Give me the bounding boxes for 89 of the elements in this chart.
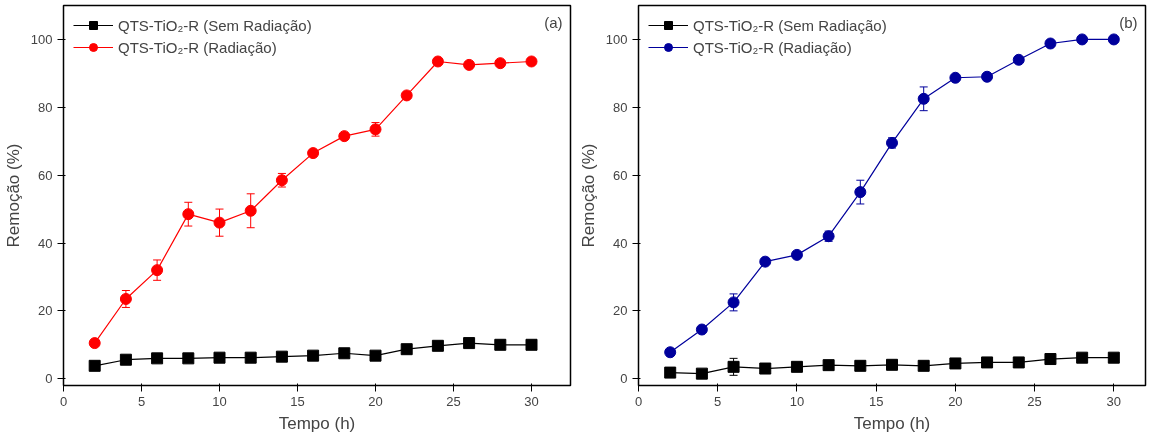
y-tick-label: 40	[38, 235, 53, 251]
y-axis-title: Remoção (%)	[3, 143, 23, 248]
x-tick-label: 10	[212, 393, 227, 409]
point	[307, 147, 320, 160]
point	[119, 353, 132, 366]
y-tick-label: 80	[38, 99, 53, 115]
y-tick-label: 40	[613, 235, 628, 251]
y-tick-label: 80	[613, 99, 628, 115]
point	[525, 55, 538, 68]
point	[886, 358, 898, 371]
point	[244, 351, 257, 364]
point	[307, 349, 320, 362]
point	[431, 55, 444, 68]
legend-label: QTS-TiO₂-R (Sem Radiação)	[693, 16, 887, 34]
y-tick-label: 100	[30, 31, 53, 47]
point	[664, 366, 677, 379]
point	[244, 204, 257, 217]
y-axis-title: Remoção (%)	[578, 143, 598, 248]
point	[369, 349, 382, 362]
annotation: (a)	[544, 13, 563, 31]
y-tick-label: 0	[620, 371, 628, 387]
point	[949, 71, 962, 84]
x-tick-label: 30	[1106, 393, 1122, 409]
point	[494, 57, 507, 70]
point	[1012, 356, 1025, 369]
y-tick-label: 60	[38, 167, 53, 183]
x-tick-label: 25	[1027, 393, 1042, 409]
point	[949, 357, 962, 370]
point	[790, 360, 803, 373]
point	[338, 130, 351, 143]
point	[822, 359, 835, 372]
point	[1076, 351, 1089, 364]
legend-label: QTS-TiO₂-R (Radiação)	[693, 38, 852, 56]
point	[213, 351, 226, 364]
point	[854, 359, 867, 372]
point	[400, 343, 413, 356]
point	[431, 339, 444, 352]
y-tick-label: 20	[613, 303, 628, 319]
point	[1044, 37, 1057, 50]
point	[88, 359, 101, 372]
x-tick-label: 0	[634, 393, 643, 409]
x-tick-label: 0	[59, 393, 68, 409]
point	[463, 337, 476, 350]
x-tick-label: 20	[368, 393, 383, 409]
point	[664, 346, 677, 359]
x-tick-label: 20	[948, 393, 963, 409]
point	[759, 362, 772, 375]
point	[463, 58, 476, 71]
point	[917, 92, 930, 105]
point	[981, 356, 994, 369]
point	[1012, 53, 1025, 66]
x-tick-label: 30	[524, 393, 539, 409]
point	[1107, 351, 1120, 364]
x-axis-title: Tempo (h)	[278, 413, 356, 433]
point	[494, 338, 507, 351]
point	[213, 216, 226, 229]
point	[917, 359, 930, 372]
legend-label: QTS-TiO₂-R (Radiação)	[118, 38, 277, 56]
y-tick-label: 0	[45, 371, 53, 387]
point	[759, 255, 772, 268]
point	[338, 347, 351, 360]
point	[275, 350, 288, 363]
x-tick-label: 15	[290, 393, 305, 409]
x-tick-label: 25	[446, 393, 461, 409]
point	[182, 208, 195, 221]
point	[1107, 33, 1120, 46]
y-tick-label: 60	[613, 167, 628, 183]
point	[981, 70, 994, 83]
point	[88, 337, 101, 350]
x-tick-label: 15	[868, 393, 884, 409]
point	[854, 186, 867, 199]
legend-label: QTS-TiO₂-R (Sem Radiação)	[118, 16, 312, 34]
point	[151, 264, 164, 277]
point	[400, 89, 413, 102]
y-tick-label: 100	[605, 31, 628, 47]
y-tick-label: 20	[38, 303, 53, 319]
point	[182, 352, 195, 365]
point	[151, 352, 164, 365]
point	[790, 248, 803, 261]
annotation: (b)	[1119, 13, 1138, 31]
point	[695, 323, 708, 336]
x-tick-label: 10	[789, 393, 805, 409]
x-axis-title: Tempo (h)	[853, 413, 931, 433]
point	[695, 367, 708, 380]
point	[1044, 353, 1057, 366]
x-tick-label: 5	[714, 393, 722, 409]
point	[525, 338, 538, 351]
x-tick-label: 5	[137, 393, 146, 409]
point	[1076, 33, 1089, 46]
